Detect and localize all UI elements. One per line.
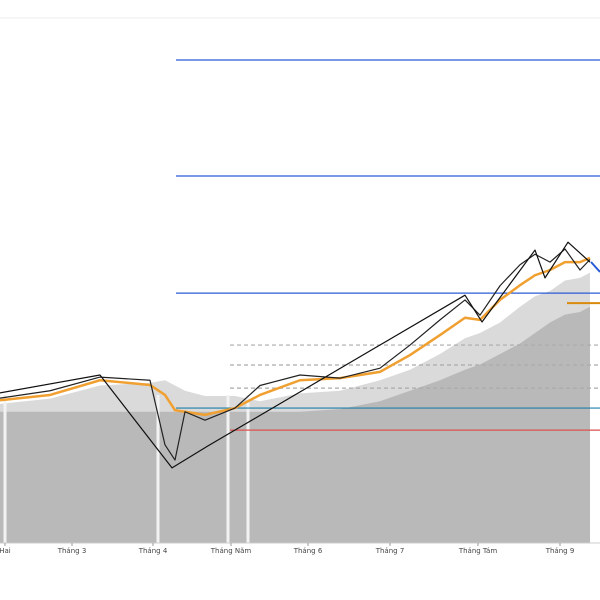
session-gap: [3, 395, 7, 543]
area: [0, 306, 590, 543]
x-tick-label: Tháng 3: [57, 547, 87, 555]
session-gap: [246, 395, 250, 543]
x-tick-label: Hai: [0, 547, 11, 555]
x-tick-label: Tháng Năm: [210, 547, 252, 555]
x-tick-label: Tháng 4: [138, 547, 168, 555]
x-tick-label: Tháng 9: [545, 547, 575, 555]
x-tick-label: Tháng 7: [375, 547, 405, 555]
x-tick-label: Tháng Tám: [458, 547, 498, 555]
series-line: [0, 256, 591, 417]
x-tick-label: Tháng 6: [293, 547, 323, 555]
session-gap: [156, 395, 160, 543]
arrow-fragment: [590, 261, 600, 273]
series-line: [0, 241, 591, 469]
session-gap: [226, 395, 230, 543]
